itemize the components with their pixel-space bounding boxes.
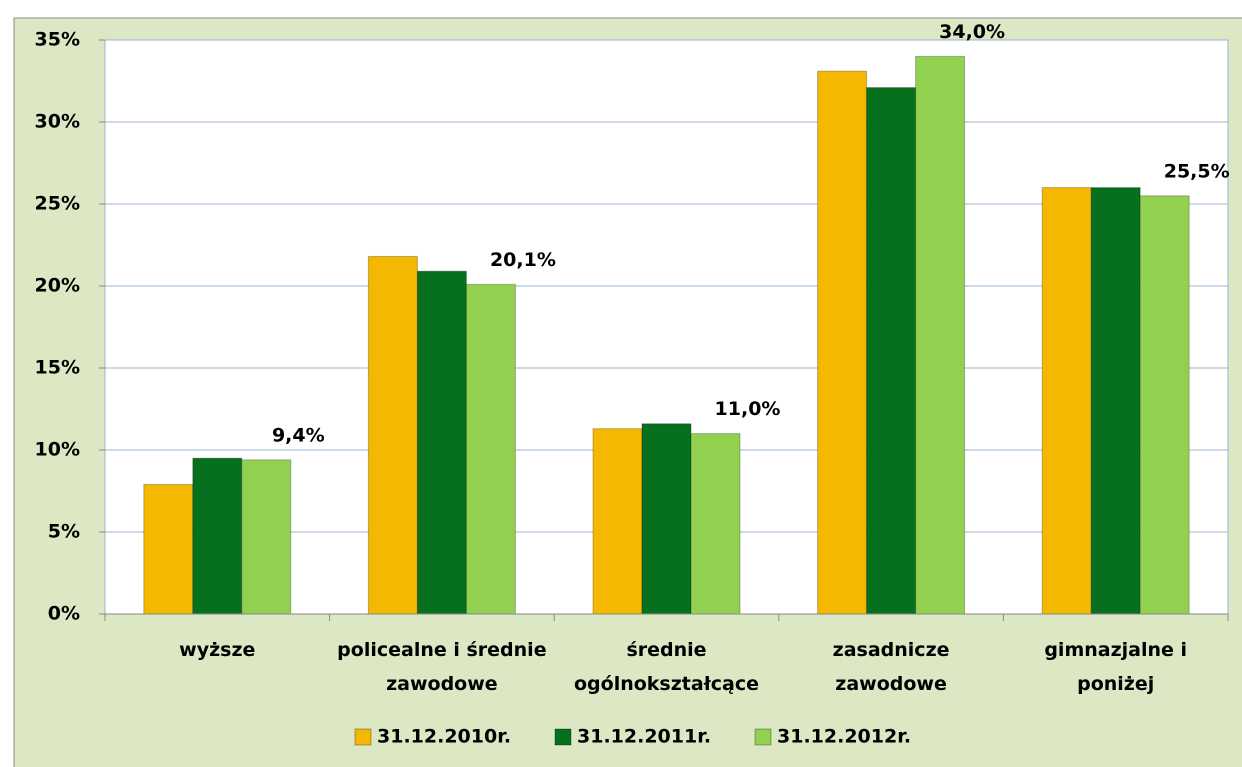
y-tick-label: 30%: [35, 111, 80, 133]
bar: [1041, 187, 1092, 615]
legend-label: 31.12.2011r.: [577, 726, 711, 748]
bar: [1139, 195, 1190, 615]
data-label: 9,4%: [272, 424, 325, 446]
legend-swatch: [554, 728, 572, 746]
y-tick-label: 20%: [35, 275, 80, 297]
bar: [690, 433, 741, 615]
y-tick-label: 15%: [35, 357, 80, 379]
x-tick-label: średnie ogólnokształcące: [574, 639, 759, 695]
bar: [641, 423, 692, 615]
bar: [1090, 187, 1141, 615]
bar: [192, 457, 243, 615]
legend-label: 31.12.2010r.: [377, 726, 511, 748]
bar: [866, 87, 917, 615]
bar: [416, 270, 467, 615]
x-tick-label: gimnazjalne i poniżej: [1044, 639, 1188, 695]
data-label: 25,5%: [1164, 160, 1230, 182]
legend-swatch: [354, 728, 372, 746]
y-tick-label: 10%: [35, 439, 80, 461]
y-tick-label: 35%: [35, 29, 80, 51]
y-tick-label: 25%: [35, 193, 80, 215]
bar: [143, 483, 194, 615]
bar: [367, 255, 418, 615]
x-tick-label: wyższe: [179, 639, 256, 661]
legend-swatch: [754, 728, 772, 746]
data-label: 34,0%: [939, 21, 1005, 43]
x-tick-label: policealne i średnie zawodowe: [337, 639, 547, 695]
y-tick-label: 5%: [48, 521, 80, 543]
y-tick-label: 0%: [48, 603, 80, 625]
data-label: 11,0%: [715, 398, 781, 420]
bar: [817, 70, 868, 615]
bar: [592, 428, 643, 615]
data-label: 20,1%: [490, 249, 556, 271]
bar: [465, 283, 516, 615]
bar: [915, 55, 966, 615]
legend-label: 31.12.2012r.: [777, 726, 911, 748]
bar: [241, 459, 292, 615]
x-tick-label: zasadnicze zawodowe: [832, 639, 950, 695]
